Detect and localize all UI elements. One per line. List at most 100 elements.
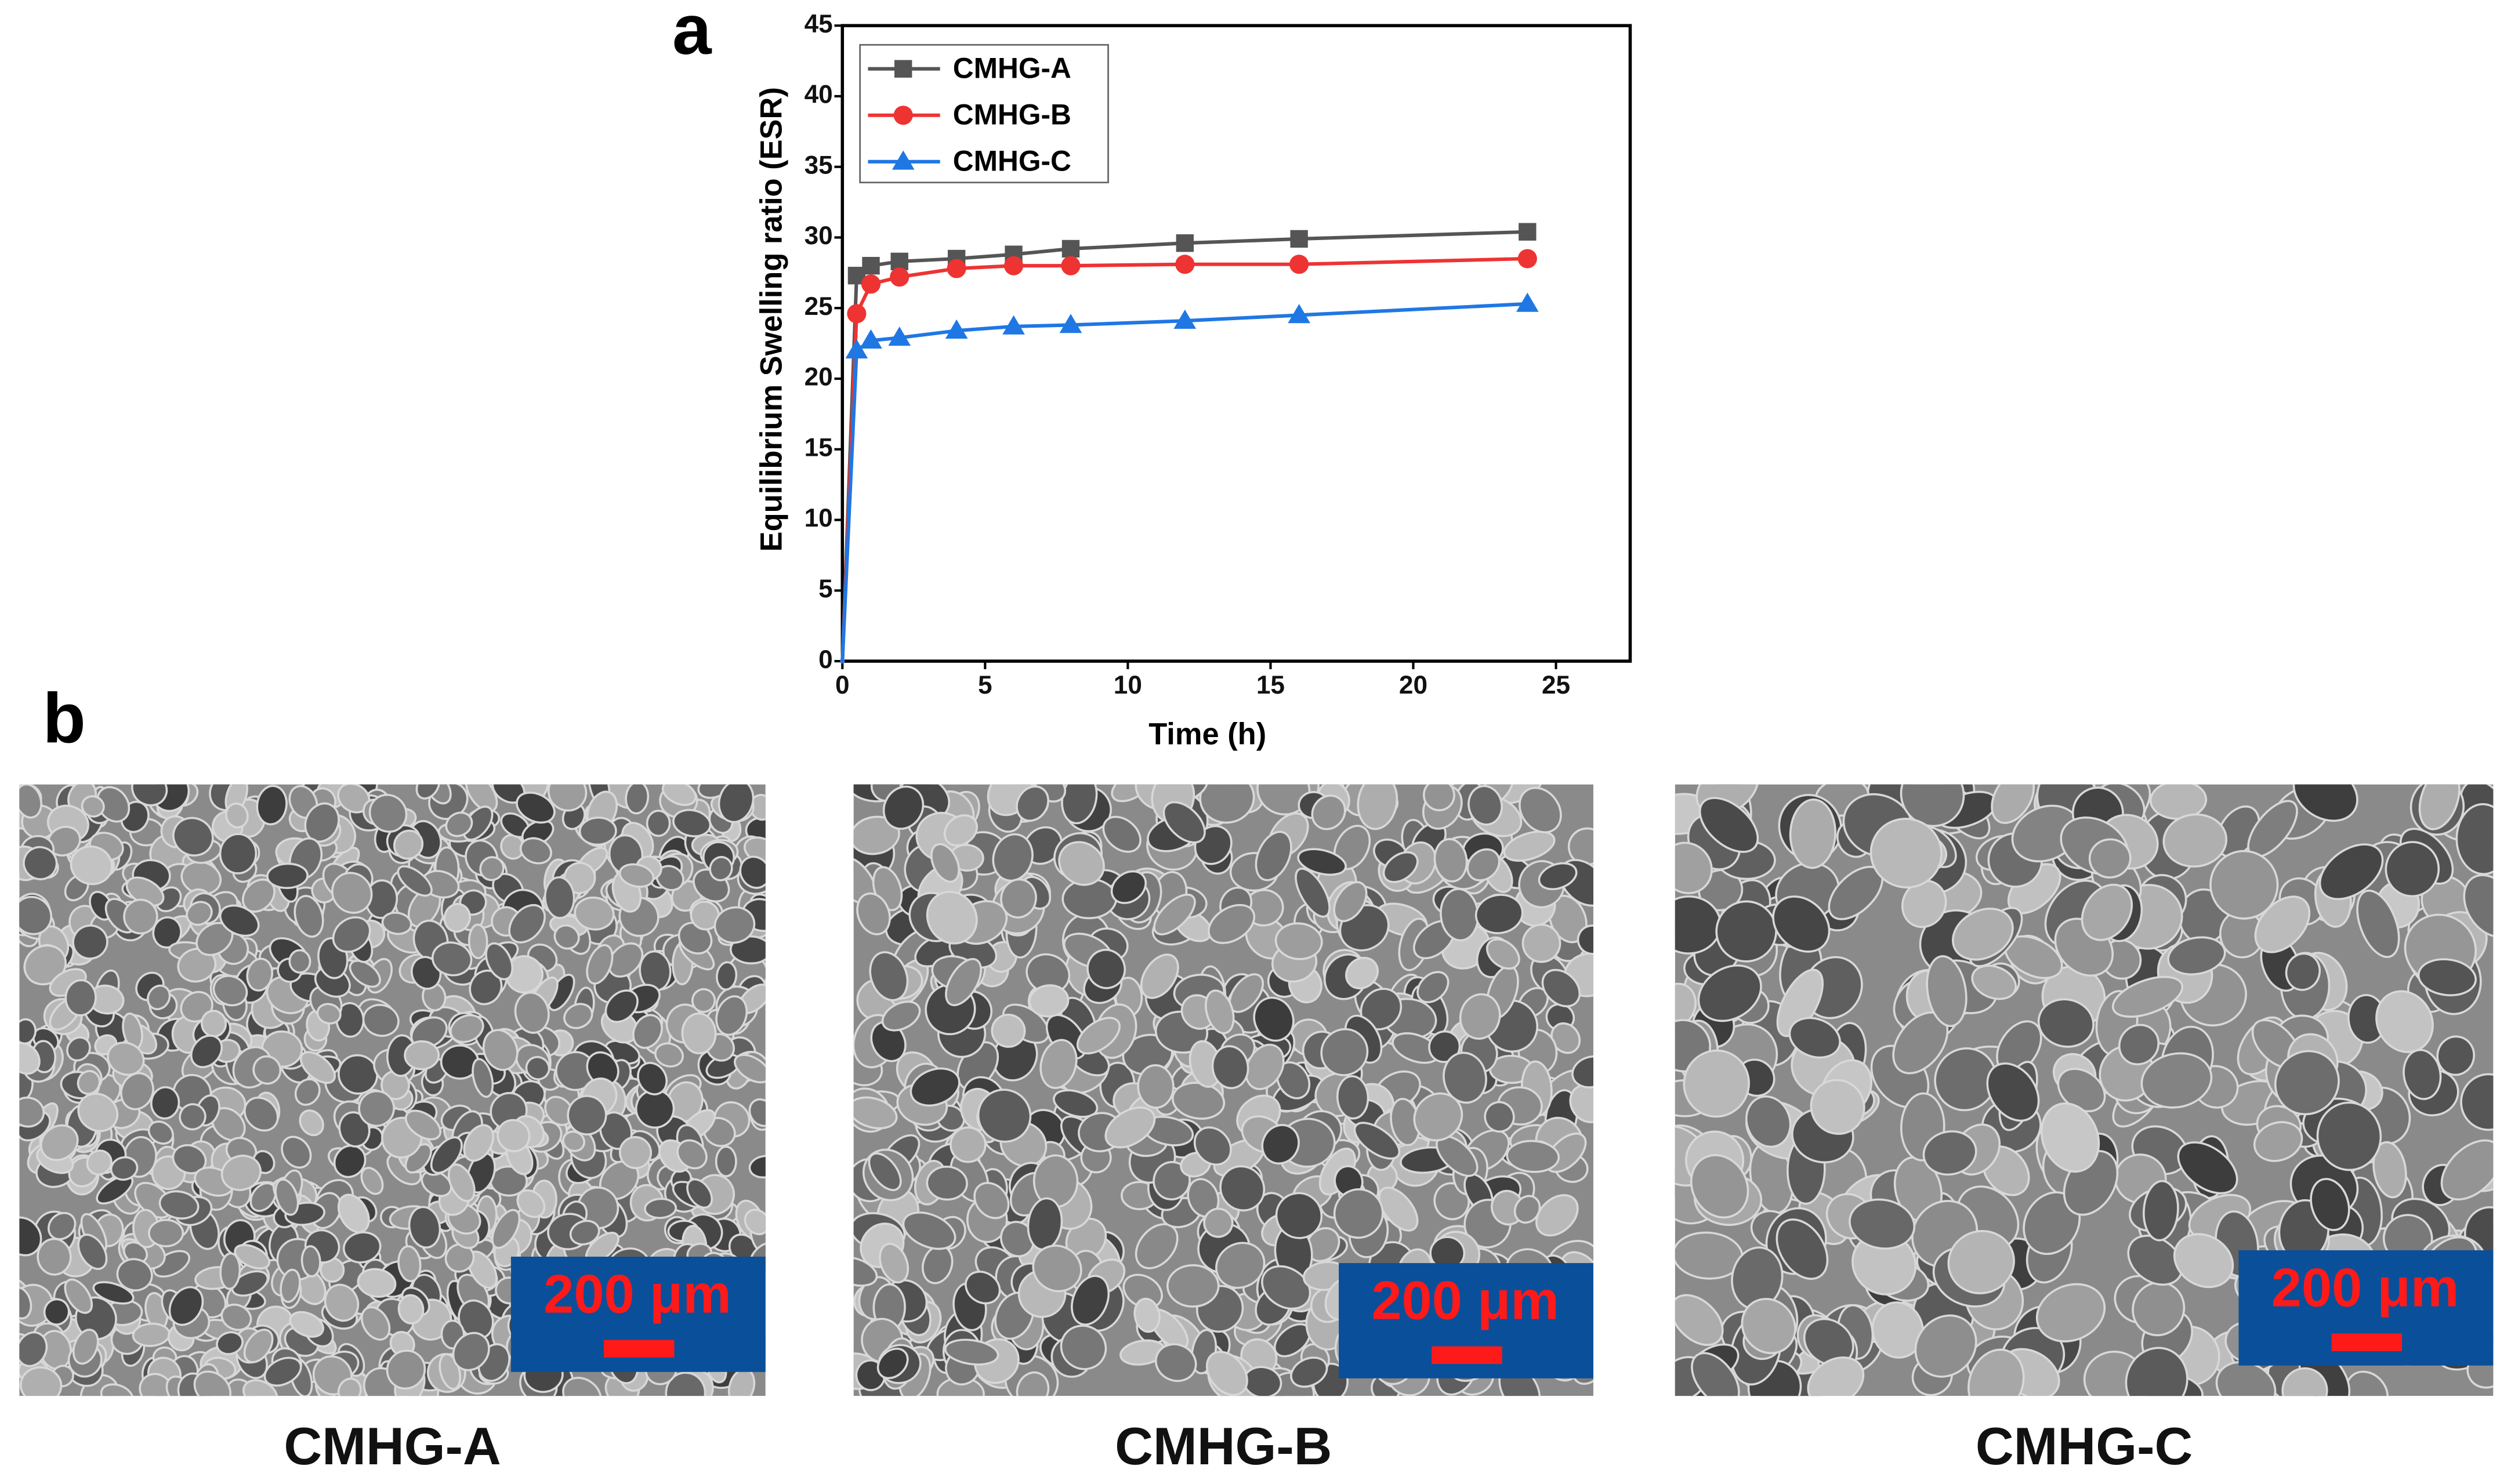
pore [2127, 1235, 2183, 1286]
pore [338, 1054, 378, 1095]
pore [553, 924, 580, 950]
pore [1016, 1371, 1050, 1396]
pore [1900, 784, 1965, 828]
pore [234, 1244, 270, 1270]
pore [252, 1055, 282, 1085]
y-tick-label: 35 [805, 151, 833, 179]
pore [1311, 794, 1346, 830]
pore [212, 975, 248, 1007]
pore [404, 1040, 440, 1071]
pore [244, 1097, 279, 1132]
pore [716, 961, 738, 991]
pore [1211, 1045, 1249, 1090]
pore [445, 811, 473, 837]
pore [1968, 1348, 2025, 1396]
pore [2177, 1141, 2238, 1195]
pore [543, 876, 575, 919]
pore [562, 1377, 602, 1396]
pore [1468, 785, 1503, 826]
pore [19, 1096, 45, 1128]
pore [147, 984, 171, 1010]
pore [586, 944, 614, 985]
pore [70, 845, 113, 886]
pore [172, 817, 214, 857]
y-tick-label: 45 [805, 10, 833, 38]
pore [902, 1211, 956, 1250]
pore [386, 1349, 426, 1390]
pore [64, 979, 97, 1017]
marker [890, 252, 908, 271]
pore [66, 1036, 91, 1062]
pore [500, 834, 525, 860]
pore [1345, 956, 1379, 990]
pore [1137, 1064, 1175, 1109]
pore [1521, 923, 1561, 963]
pore [465, 784, 498, 812]
pore [718, 784, 755, 823]
y-tick-label: 30 [805, 222, 833, 250]
pore [1991, 784, 2035, 824]
pore [397, 1245, 422, 1282]
pore [1772, 895, 1831, 953]
pore [2403, 1048, 2442, 1100]
image-caption: CMHG-A [284, 1417, 501, 1476]
pore [644, 1198, 677, 1220]
pore [2173, 1233, 2234, 1289]
marker [890, 267, 910, 287]
pore [338, 1111, 371, 1148]
pore [2035, 1283, 2106, 1343]
pore [37, 1238, 72, 1276]
marker [1176, 234, 1194, 252]
pore [1261, 1124, 1300, 1165]
pore [1193, 1126, 1232, 1166]
marker [847, 304, 867, 324]
pore [1901, 880, 1947, 928]
pore [220, 1155, 262, 1191]
pore [1357, 784, 1398, 830]
pore [1155, 1343, 1197, 1383]
plot-frame [840, 24, 1632, 663]
pore [1102, 815, 1142, 853]
pore [516, 792, 556, 824]
pore [646, 810, 671, 837]
pore [381, 912, 412, 935]
marker [945, 319, 968, 339]
pore [479, 856, 505, 881]
pore [397, 865, 433, 897]
pore [337, 1377, 362, 1396]
pore [1484, 1101, 1515, 1133]
pore [1275, 1192, 1323, 1239]
pore [1199, 784, 1255, 824]
pore [1153, 893, 1196, 935]
pore [110, 1156, 139, 1181]
pore [1675, 1294, 1724, 1346]
pore [1203, 1207, 1234, 1238]
marker [862, 257, 880, 275]
marker [1517, 249, 1537, 269]
pore [263, 1356, 302, 1387]
pore [508, 904, 546, 944]
pore [497, 1119, 531, 1152]
pore [1947, 1230, 2015, 1294]
pore [944, 1338, 999, 1366]
pore [1506, 1140, 1560, 1173]
pore [19, 1216, 42, 1257]
pore [654, 1042, 684, 1068]
legend-label: CMHG-B [953, 99, 1071, 131]
series-line [840, 256, 1528, 662]
pore [219, 833, 258, 875]
pore [965, 1271, 1001, 1305]
pore [190, 1035, 223, 1068]
scale-bar-label: 200 μm [543, 1264, 731, 1325]
scale-bar [1432, 1346, 1502, 1364]
pore [1032, 1244, 1082, 1293]
pore [992, 833, 1034, 882]
pore [1503, 830, 1556, 862]
pore [926, 891, 978, 945]
pore [1253, 996, 1295, 1042]
pore [2310, 1178, 2350, 1231]
pore [1926, 955, 1968, 1028]
pore [2167, 936, 2226, 975]
pore [926, 1166, 968, 1201]
pore [1849, 1198, 1916, 1250]
